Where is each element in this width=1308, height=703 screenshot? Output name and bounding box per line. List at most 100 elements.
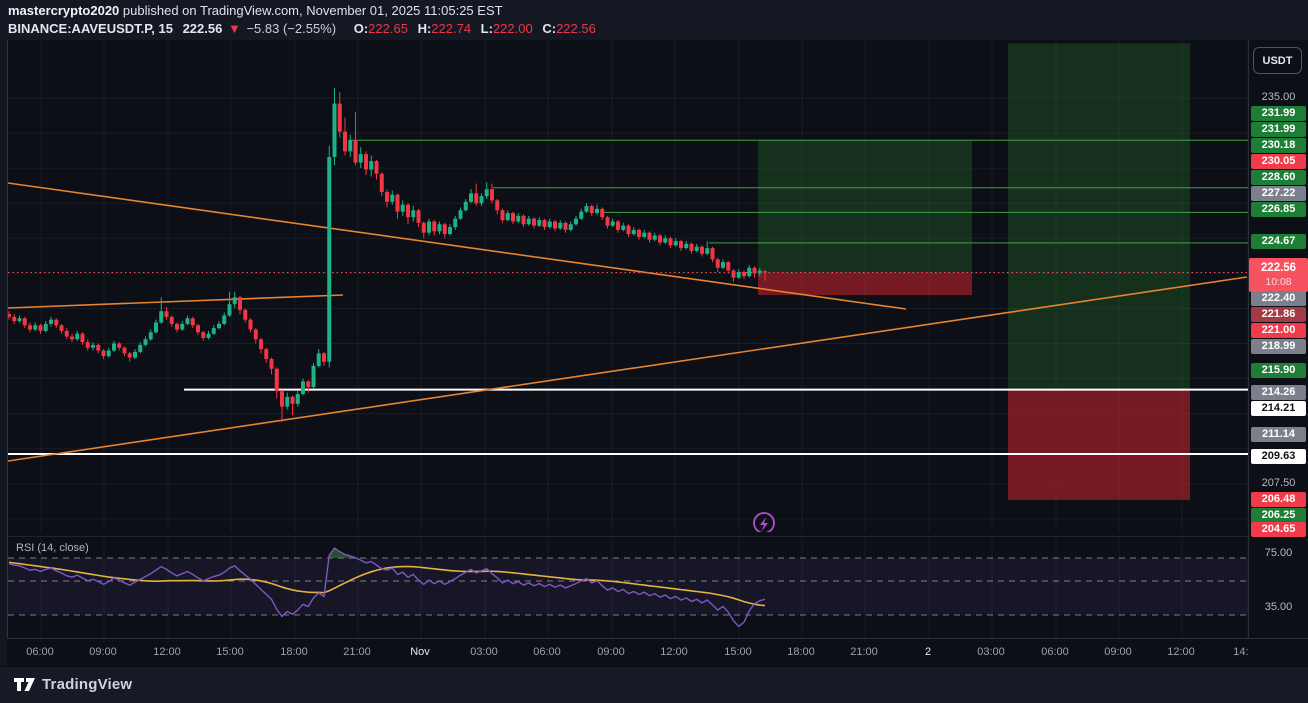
candle-body: [521, 215, 526, 225]
price-label: 231.99: [1251, 105, 1306, 121]
candle-body: [33, 325, 38, 330]
candle-body: [642, 232, 647, 237]
axis-corner: [1248, 638, 1308, 667]
price-label: 221.86: [1251, 306, 1306, 322]
candle-body: [353, 140, 358, 163]
trendline[interactable]: [8, 294, 344, 309]
bar-countdown: 10:08: [1265, 275, 1292, 288]
stop-zone-red[interactable]: [1008, 388, 1190, 500]
publish-header: mastercrypto2020 published on TradingVie…: [0, 0, 1308, 40]
time-label: 12:00: [153, 646, 181, 658]
stop-zone-red[interactable]: [758, 272, 972, 296]
price-label: 218.99: [1251, 338, 1306, 354]
candle-body: [227, 304, 232, 316]
trendline[interactable]: [8, 182, 907, 310]
candle-body: [579, 211, 584, 219]
time-label: 15:00: [724, 646, 752, 658]
candle-body: [332, 103, 337, 157]
candle-body: [175, 323, 179, 330]
candle-body: [484, 189, 489, 197]
candle-body: [117, 343, 122, 348]
candle-body: [54, 319, 59, 326]
candle-body: [154, 322, 158, 333]
price-change: −5.83 (−2.55%): [246, 21, 337, 36]
candle-body: [563, 222, 568, 230]
candle-body: [411, 210, 416, 218]
candle-body: [406, 204, 410, 218]
demand-zone-green[interactable]: [758, 140, 972, 273]
candle-body: [364, 154, 368, 170]
last-price: 222.56: [182, 21, 223, 36]
candle-body: [259, 339, 263, 350]
low-value: 222.00: [492, 21, 533, 36]
candle-body: [269, 358, 274, 369]
price-label: 214.21: [1251, 400, 1306, 416]
rsi-indicator-label: RSI (14, close): [16, 542, 89, 554]
candle-body: [505, 213, 510, 221]
time-label: 21:00: [850, 646, 878, 658]
candle-body: [700, 246, 704, 254]
candle-body: [558, 222, 563, 229]
footer-bar: TradingView: [0, 666, 1308, 703]
candle-body: [374, 161, 379, 174]
price-axis[interactable]: USDT 222.56 10:08 235.00 231.99 231.99 230.…: [1248, 40, 1308, 668]
time-axis[interactable]: 06:00 09:00 12:00 15:00 18:00 21:00 Nov 03:00 06…: [7, 638, 1248, 667]
candle-body: [185, 318, 190, 324]
high-value: 222.74: [431, 21, 472, 36]
candle-body: [679, 241, 683, 249]
candle-body: [453, 218, 458, 228]
candle-body: [196, 325, 200, 333]
candle-body: [432, 221, 437, 232]
candle-body: [85, 342, 90, 348]
price-label: 207.50: [1261, 477, 1296, 489]
time-label: 06:00: [1041, 646, 1069, 658]
candle-body: [652, 235, 657, 240]
time-label: 03:00: [977, 646, 1005, 658]
candle-body: [474, 193, 479, 204]
candle-body: [757, 270, 762, 274]
demand-zone-green[interactable]: [1008, 43, 1190, 389]
candle-body: [159, 311, 164, 323]
candle-body: [143, 339, 148, 345]
pane-separator[interactable]: [8, 536, 1249, 537]
price-label: 224.67: [1251, 233, 1306, 249]
candle-body: [715, 259, 720, 268]
time-label: 15:00: [216, 646, 244, 658]
candle-body: [689, 243, 694, 251]
rsi-line: [8, 547, 766, 628]
rsi-overbought-fill: [328, 548, 357, 558]
time-label: 09:00: [89, 646, 117, 658]
candle-body: [75, 333, 80, 340]
chart-area[interactable]: RSI (14, close): [7, 40, 1249, 638]
time-label: 18:00: [787, 646, 815, 658]
tradingview-brand-text[interactable]: TradingView: [42, 676, 133, 693]
candle-body: [589, 206, 594, 214]
lightning-marker-icon[interactable]: [753, 512, 775, 532]
candle-body: [463, 201, 468, 211]
tradingview-logo-icon[interactable]: [13, 675, 37, 695]
price-label: 230.18: [1251, 137, 1306, 153]
candle-body: [316, 353, 321, 366]
candle-body: [12, 316, 17, 322]
candle-body: [148, 332, 153, 340]
candle-body: [600, 208, 605, 218]
candle-body: [747, 267, 752, 277]
candle-body: [358, 154, 363, 163]
candle-body: [595, 208, 599, 214]
currency-toggle-button[interactable]: USDT: [1253, 47, 1302, 74]
candle-body: [731, 270, 736, 278]
trendline[interactable]: [8, 276, 1248, 462]
candle-body: [442, 224, 447, 235]
low-label: L:: [480, 21, 493, 36]
candle-body: [479, 196, 484, 204]
rsi-pane[interactable]: [8, 538, 1249, 638]
open-label: O:: [353, 21, 369, 36]
candle-body: [232, 297, 237, 305]
candle-body: [427, 221, 431, 233]
candle-body: [343, 131, 347, 152]
price-pane[interactable]: [8, 40, 1249, 532]
candle-body: [752, 267, 757, 274]
rsi-ma-line: [8, 561, 766, 607]
candle-body: [416, 210, 421, 223]
candle-body: [537, 220, 542, 226]
